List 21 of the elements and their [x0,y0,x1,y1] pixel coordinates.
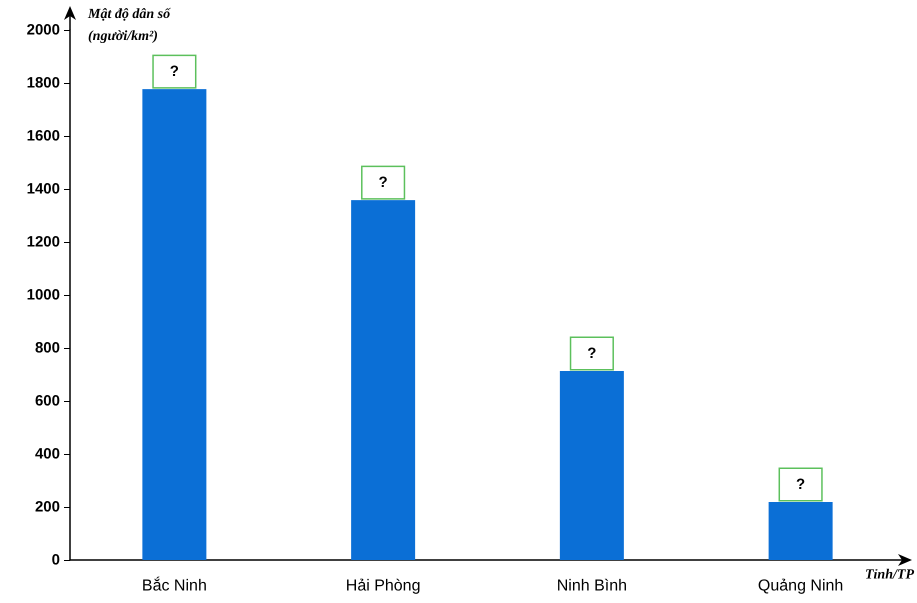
y-tick-label: 400 [34,446,60,462]
x-tick-label: Quảng Ninh [758,578,844,594]
y-axis-title: Mật độ dân số (người/km²) [88,6,170,46]
y-tick-label: 200 [34,498,60,516]
y-tick-label: 2000 [26,22,60,38]
y-tick-label: 1400 [26,180,60,198]
data-label: ? [587,345,596,362]
x-tick-label: Bắc Ninh [142,576,207,594]
x-axis-title: Tỉnh/TP [864,568,914,582]
data-label: ? [170,63,179,80]
y-tick-label: 0 [52,552,60,568]
x-tick-label: Ninh Bình [556,578,628,594]
data-label: ? [796,476,806,493]
x-tick-label: Hải Phòng [346,578,420,594]
y-tick-label: 1000 [26,286,60,304]
y-tick-label: 1800 [26,74,60,92]
y-tick-label: 600 [34,392,60,410]
y-tick-label: 800 [34,340,60,356]
y-tick-label: 1600 [26,128,60,144]
y-tick-label: 1200 [26,234,60,250]
data-label: ? [378,174,388,192]
